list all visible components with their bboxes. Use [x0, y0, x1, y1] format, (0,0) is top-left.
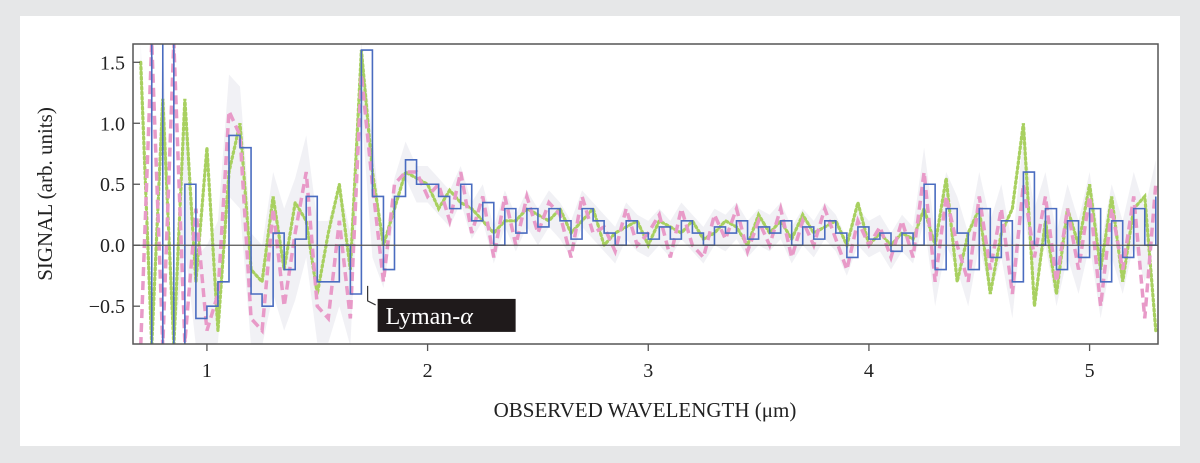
x-tick-label: 3 [643, 360, 653, 382]
x-tick-label: 5 [1085, 360, 1095, 382]
x-tick-label: 2 [423, 360, 433, 382]
plot-frame [132, 43, 1159, 345]
lyman-alpha-annotation: Lyman-α [367, 285, 516, 332]
y-tick-label: 1.0 [100, 113, 125, 135]
y-tick-label: −0.5 [89, 296, 125, 318]
annotation-box [377, 298, 516, 332]
x-tick-label: 4 [864, 360, 874, 382]
y-tick-label: 0.0 [100, 235, 125, 257]
x-axis-label: OBSERVED WAVELENGTH (μm) [494, 398, 797, 422]
y-tick-label: 0.5 [100, 174, 125, 196]
y-tick-label: 1.5 [100, 52, 125, 74]
x-tick-label: 1 [202, 360, 212, 382]
uncertainty-band [140, 44, 1156, 344]
y-axis-label: SIGNAL (arb. units) [33, 107, 57, 281]
annotation-label: Lyman-α [386, 304, 474, 330]
annotation-leader-line [367, 285, 376, 306]
series-solid-step-line [150, 44, 1157, 344]
